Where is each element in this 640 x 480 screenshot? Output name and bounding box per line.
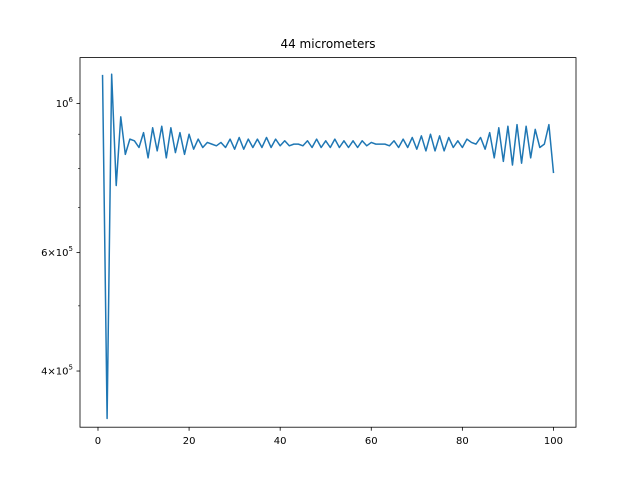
x-tick-label: 80 <box>456 436 469 447</box>
plot-area <box>101 73 555 420</box>
series-line-0 <box>101 73 555 420</box>
x-axis: 0 20 40 60 80 100 <box>95 427 563 447</box>
y-axis: 4×105 6×105 106 <box>41 96 80 378</box>
y-tick-label: 106 <box>56 96 74 110</box>
x-tick-label: 60 <box>365 436 378 447</box>
x-tick-label: 40 <box>274 436 287 447</box>
x-tick-label: 100 <box>544 436 563 447</box>
x-tick-label: 0 <box>95 436 101 447</box>
y-tick-label: 4×105 <box>41 364 73 378</box>
y-tick-label: 6×105 <box>41 245 73 259</box>
plot-frame <box>79 57 577 428</box>
chart-title: 44 micrometers <box>280 37 375 51</box>
x-tick-label: 20 <box>183 436 196 447</box>
